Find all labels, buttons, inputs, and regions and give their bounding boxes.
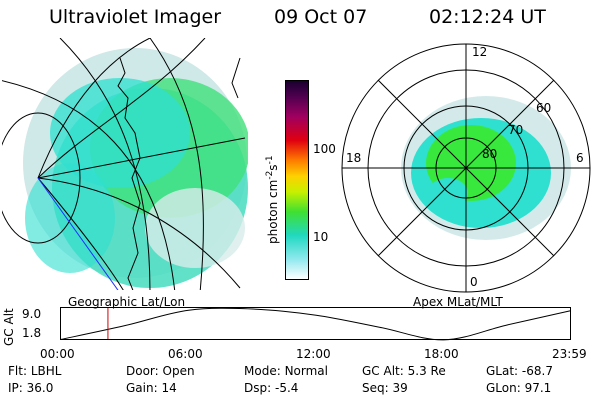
xtick-1800: 18:00	[424, 347, 459, 361]
altitude-plot	[60, 307, 572, 341]
lat-label-70: 70	[508, 123, 523, 137]
dsp-value: -5.4	[274, 381, 299, 395]
ip-label: IP:	[8, 381, 23, 395]
xtick-1200: 12:00	[296, 347, 331, 361]
info-gcalt: GC Alt: 5.3 Re	[362, 364, 446, 378]
glat-label: GLat:	[486, 364, 519, 378]
header-date: 09 Oct 07	[274, 6, 368, 28]
geographic-image-panel	[2, 38, 248, 290]
colorbar-unit-label: photon cm-2s-1	[265, 155, 280, 244]
coastline	[117, 57, 141, 290]
mlt-label-18: 18	[346, 151, 361, 165]
xtick-0600: 06:00	[168, 347, 203, 361]
altitude-curve	[60, 307, 572, 341]
colorbar-tick-100: 100	[313, 142, 336, 156]
altitude-ytick-1-8: 1.8	[22, 326, 42, 340]
info-glon: GLon: 97.1	[486, 381, 551, 395]
lat-label-60: 60	[536, 101, 551, 115]
unit-exp2: -1	[265, 155, 275, 165]
mode-label: Mode:	[244, 364, 281, 378]
mlt-label-12: 12	[472, 45, 487, 59]
caption-geographic: Geographic Lat/Lon	[68, 295, 186, 309]
door-label: Door:	[126, 364, 159, 378]
unit-exp1: -2	[265, 170, 275, 180]
info-glat: GLat: -68.7	[486, 364, 553, 378]
flt-value: LBHL	[30, 364, 62, 378]
mlt-label-0: 0	[470, 275, 478, 289]
gain-value: 14	[161, 381, 177, 395]
app-title: Ultraviolet Imager	[49, 6, 222, 28]
ip-value: 36.0	[26, 381, 54, 395]
info-dsp: Dsp: -5.4	[244, 381, 298, 395]
colorbar-tick-10: 10	[313, 230, 329, 244]
seq-value: 39	[392, 381, 408, 395]
xtick-2359: 23:59	[552, 347, 587, 361]
info-gain: Gain: 14	[126, 381, 177, 395]
altitude-ylabel: GC Alt	[2, 308, 16, 346]
orbit-track	[37, 177, 119, 290]
dsp-label: Dsp:	[244, 381, 272, 395]
polar-plot: 12 18 6 0 60 70 80	[341, 43, 591, 293]
info-seq: Seq: 39	[362, 381, 408, 395]
altitude-ytick-9: 9.0	[22, 307, 42, 321]
mlt-label-6: 6	[576, 151, 584, 165]
door-value: Open	[162, 364, 195, 378]
flt-label: Flt:	[8, 364, 27, 378]
info-door: Door: Open	[126, 364, 195, 378]
mode-value: Normal	[284, 364, 328, 378]
info-flt: Flt: LBHL	[8, 364, 61, 378]
glon-value: 97.1	[524, 381, 552, 395]
lat-label-80: 80	[482, 147, 497, 161]
header-time: 02:12:24 UT	[429, 6, 546, 28]
caption-apex: Apex MLat/MLT	[413, 295, 503, 309]
gain-label: Gain:	[126, 381, 158, 395]
colorbar	[285, 80, 309, 280]
info-mode: Mode: Normal	[244, 364, 328, 378]
gcalt-value: 5.3 Re	[407, 364, 446, 378]
seq-label: Seq:	[362, 381, 389, 395]
xtick-0000: 00:00	[40, 347, 75, 361]
glon-label: GLon:	[486, 381, 521, 395]
glat-value: -68.7	[521, 364, 553, 378]
unit-mid: s	[266, 164, 280, 171]
gcalt-label: GC Alt:	[362, 364, 404, 378]
unit-text: photon cm	[266, 179, 280, 244]
info-ip: IP: 36.0	[8, 381, 53, 395]
